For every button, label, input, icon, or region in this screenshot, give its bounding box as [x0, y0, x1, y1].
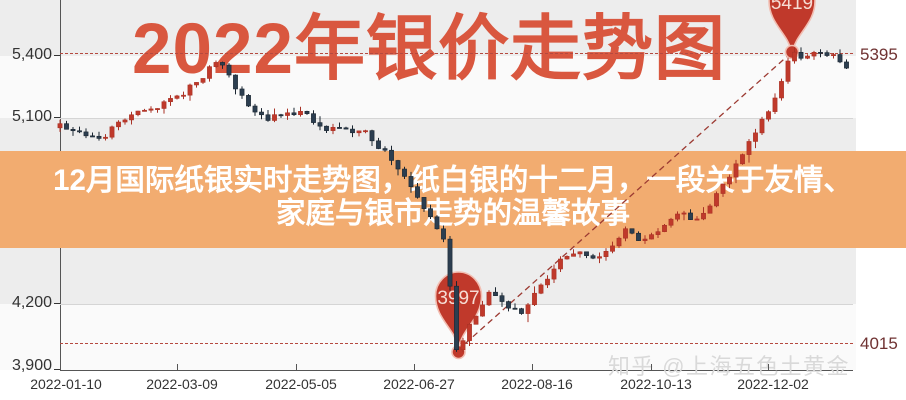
svg-text:5419: 5419: [771, 0, 813, 14]
